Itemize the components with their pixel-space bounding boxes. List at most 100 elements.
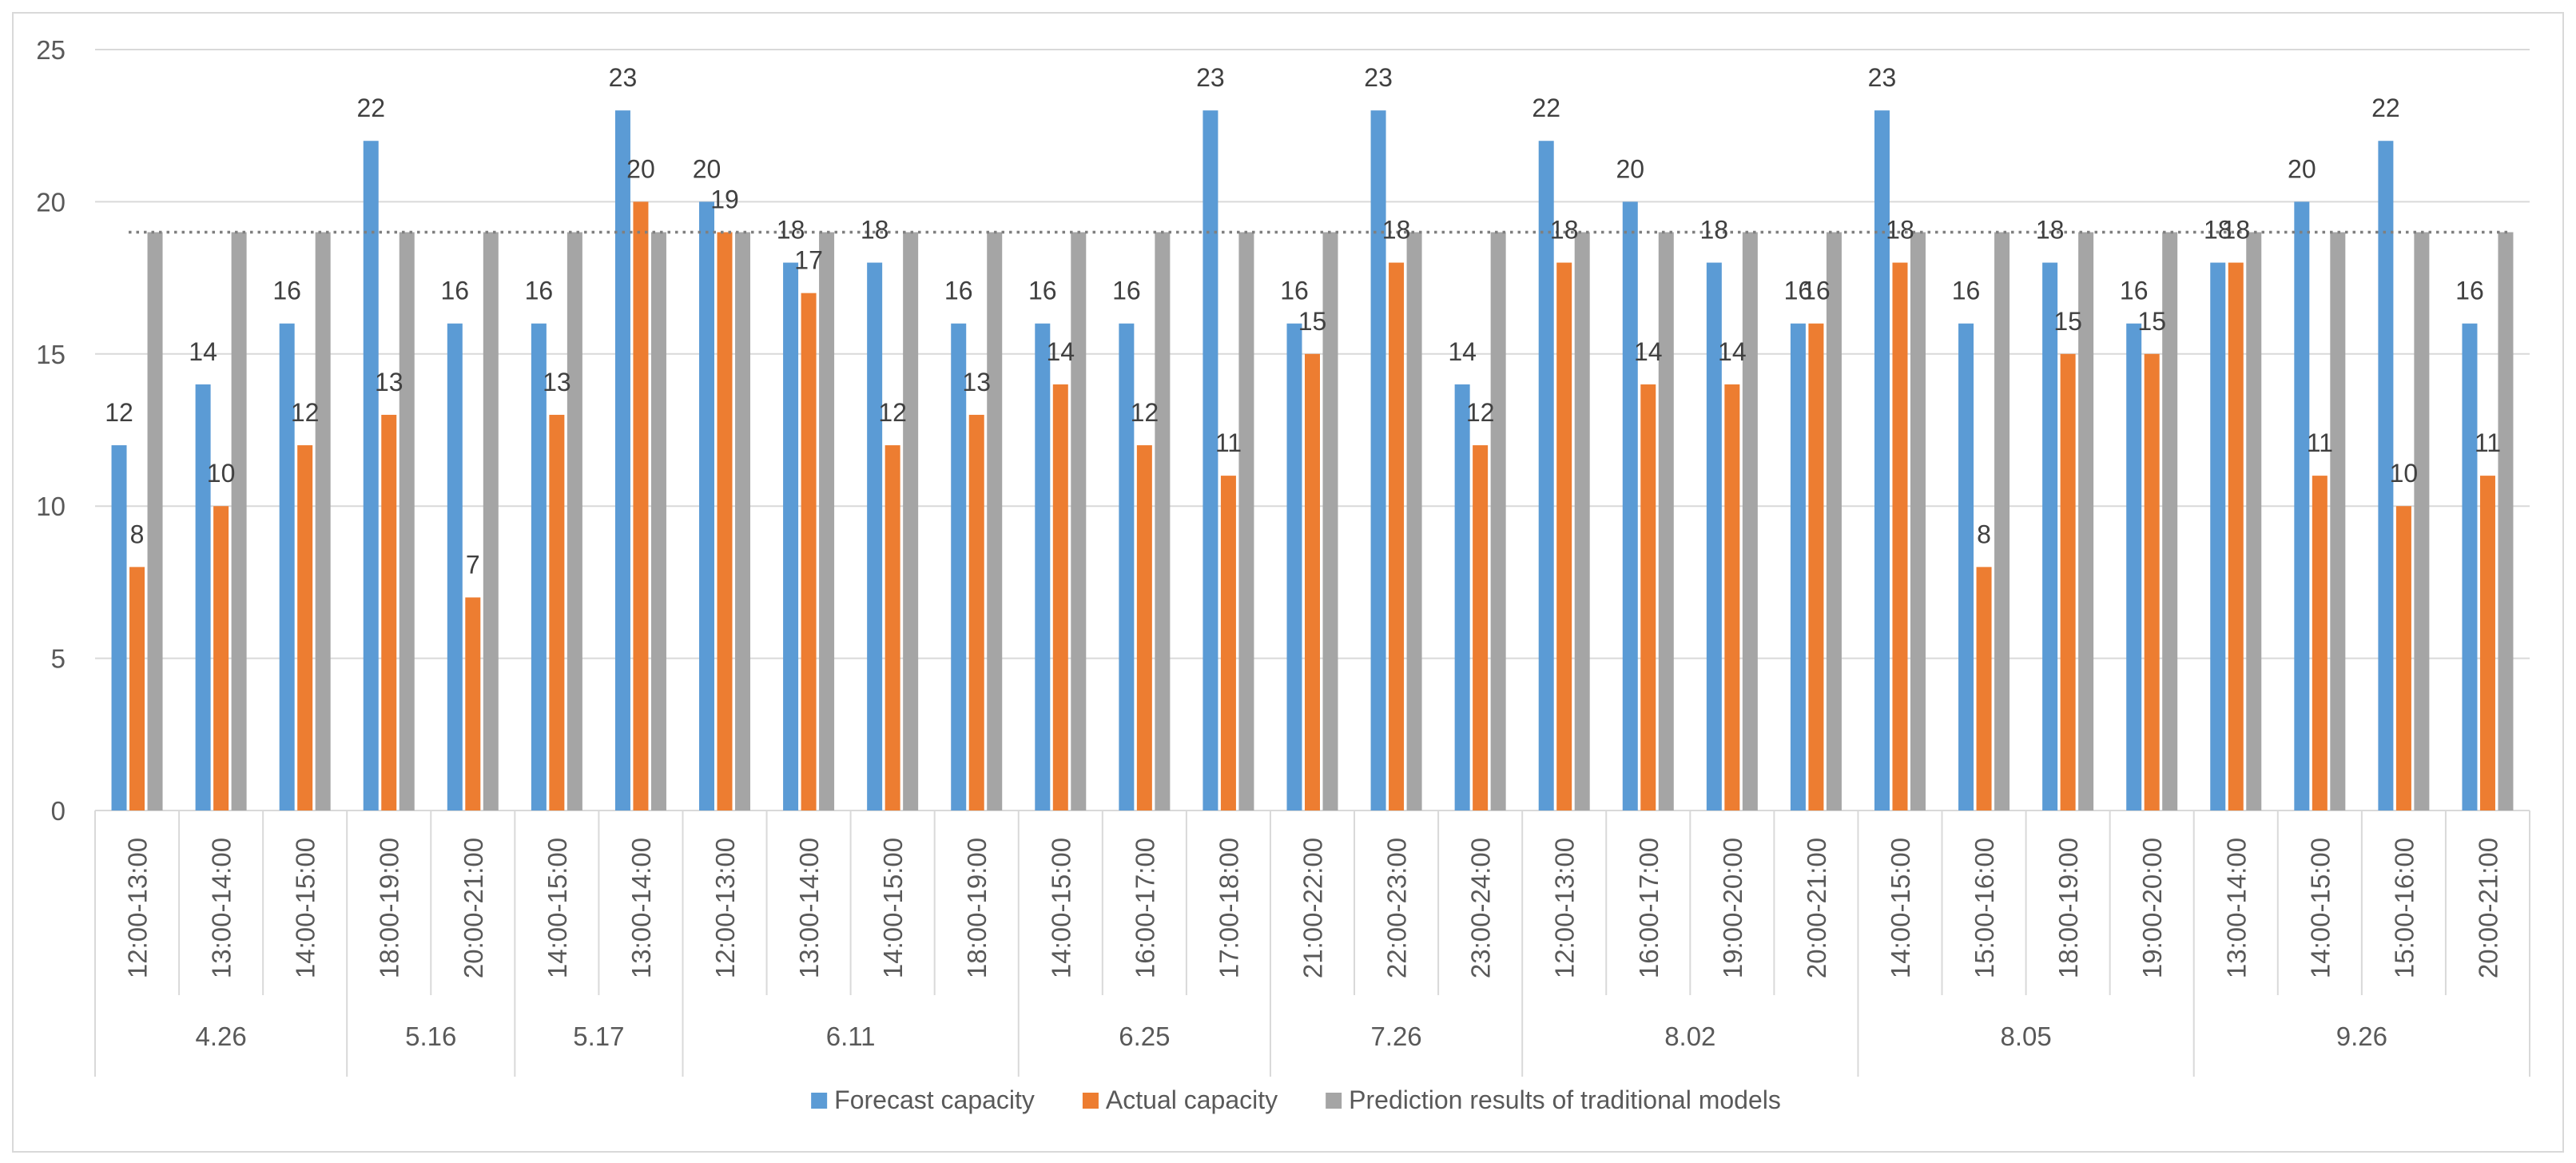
x-category-label: 12:00-13:00 <box>123 838 153 978</box>
actual-capacity-bar-12 <box>1052 384 1068 811</box>
x-group-label: 7.26 <box>1370 1022 1421 1051</box>
forecast-capacity-data-label-28: 22 <box>2371 94 2400 122</box>
y-tick-label: 5 <box>51 644 66 674</box>
actual-capacity-data-label-18: 18 <box>1550 216 1579 245</box>
x-category-label: 19:00-20:00 <box>1718 838 1747 978</box>
forecast-capacity-bar-5 <box>447 323 463 811</box>
actual-capacity-bar-4 <box>381 414 397 811</box>
x-category-label: 19:00-20:00 <box>2137 838 2167 978</box>
actual-capacity-bar-28 <box>2395 506 2411 811</box>
actual-capacity-data-label-14: 11 <box>1215 428 1242 457</box>
legend: Forecast capacity Actual capacity Predicti… <box>811 1085 1781 1114</box>
x-axis: 12:00-13:00 13:00-14:00 14:00-15:00 18:00-1… <box>94 811 2530 1077</box>
actual-capacity-bar-5 <box>465 597 481 811</box>
prediction-results-of-traditional-models-bar-10 <box>903 232 919 811</box>
prediction-results-of-traditional-models-bar-2 <box>231 232 247 811</box>
actual-capacity-bar-18 <box>1556 262 1572 811</box>
forecast-capacity-data-label-9: 18 <box>777 216 805 245</box>
actual-capacity-bar-6 <box>549 414 565 811</box>
forecast-capacity-bar-21 <box>1790 323 1806 811</box>
forecast-capacity-data-label-7: 23 <box>609 63 638 92</box>
forecast-capacity-data-label-10: 18 <box>861 216 889 245</box>
x-category-label: 17:00-18:00 <box>1214 838 1243 978</box>
actual-capacity-data-label-20: 14 <box>1718 337 1747 366</box>
y-tick-label: 10 <box>36 492 66 521</box>
prediction-results-of-traditional-models-bar-18 <box>1574 232 1590 811</box>
prediction-results-of-traditional-models-bar-11 <box>987 232 1003 811</box>
forecast-capacity-bar-24 <box>2042 262 2058 811</box>
x-group-label: 6.25 <box>1119 1022 1170 1051</box>
actual-capacity-data-label-10: 12 <box>878 398 907 427</box>
actual-capacity-data-label-8: 19 <box>710 185 739 213</box>
actual-capacity-bar-7 <box>633 201 649 811</box>
x-category-label: 14:00-15:00 <box>1046 838 1075 978</box>
actual-capacity-data-label-2: 10 <box>207 459 236 488</box>
forecast-capacity-bar-4 <box>363 141 379 811</box>
forecast-capacity-bar-6 <box>531 323 547 811</box>
forecast-capacity-data-label-19: 20 <box>1616 154 1644 183</box>
prediction-results-of-traditional-models-bar-24 <box>2078 232 2094 811</box>
actual-capacity-data-label-22: 18 <box>1886 216 1914 245</box>
prediction-results-of-traditional-models-bar-19 <box>1658 232 1674 811</box>
prediction-results-of-traditional-models-bar-12 <box>1071 232 1087 811</box>
actual-capacity-bar-14 <box>1220 476 1236 811</box>
forecast-capacity-data-label-26: 18 <box>2204 216 2232 245</box>
x-group-label: 8.02 <box>1664 1022 1715 1051</box>
prediction-results-of-traditional-models-bar-8 <box>735 232 751 811</box>
actual-capacity-data-label-12: 14 <box>1046 337 1075 366</box>
actual-capacity-data-label-9: 17 <box>794 246 823 275</box>
forecast-capacity-data-label-25: 16 <box>2120 277 2149 305</box>
actual-capacity-bar-26 <box>2228 262 2244 811</box>
actual-capacity-data-label-21: 16 <box>1802 277 1831 305</box>
x-category-label: 21:00-22:00 <box>1298 838 1328 978</box>
forecast-capacity-data-label-27: 20 <box>2288 154 2316 183</box>
actual-capacity-data-label-5: 7 <box>466 550 480 579</box>
actual-capacity-data-label-27: 11 <box>2307 428 2333 457</box>
x-category-label: 14:00-15:00 <box>291 838 320 978</box>
forecast-capacity-data-label-22: 23 <box>1868 63 1897 92</box>
actual-capacity-bar-27 <box>2312 476 2328 811</box>
forecast-capacity-bar-3 <box>279 323 295 811</box>
actual-capacity-data-label-16: 18 <box>1382 216 1411 245</box>
forecast-capacity-bar-17 <box>1454 384 1470 811</box>
legend-label: Forecast capacity <box>834 1085 1035 1114</box>
actual-capacity-bar-9 <box>801 293 817 811</box>
prediction-results-of-traditional-models-bar-1 <box>147 232 163 811</box>
actual-capacity-bar-19 <box>1640 384 1656 811</box>
forecast-capacity-data-label-11: 16 <box>944 277 973 305</box>
actual-capacity-bar-10 <box>885 445 900 811</box>
prediction-results-of-traditional-models-bar-28 <box>2414 232 2430 811</box>
prediction-results-of-traditional-models-bar-5 <box>483 232 499 811</box>
forecast-capacity-bar-1 <box>111 445 127 811</box>
x-group-label: 9.26 <box>2336 1022 2387 1051</box>
x-group-label: 5.17 <box>573 1022 624 1051</box>
forecast-capacity-data-label-29: 16 <box>2455 277 2484 305</box>
x-category-label: 16:00-17:00 <box>1130 838 1159 978</box>
x-category-label: 13:00-14:00 <box>207 838 237 978</box>
actual-capacity-data-label-6: 13 <box>543 368 571 396</box>
y-tick-label: 15 <box>36 340 66 369</box>
legend-swatch <box>811 1093 828 1109</box>
forecast-capacity-bar-26 <box>2210 262 2226 811</box>
actual-capacity-bar-2 <box>213 506 229 811</box>
forecast-capacity-data-label-15: 16 <box>1280 277 1309 305</box>
x-category-label: 16:00-17:00 <box>1634 838 1664 978</box>
legend-item-forecast-capacity: Forecast capacity <box>811 1085 1035 1114</box>
actual-capacity-bar-21 <box>1808 323 1824 811</box>
x-category-label: 15:00-16:00 <box>1970 838 1999 978</box>
legend-item-prediction-results-of-traditional-models: Prediction results of traditional models <box>1326 1085 1781 1114</box>
x-category-label: 14:00-15:00 <box>878 838 908 978</box>
actual-capacity-data-label-4: 13 <box>375 368 403 396</box>
x-category-label: 18:00-19:00 <box>2053 838 2083 978</box>
actual-capacity-bar-24 <box>2060 353 2076 811</box>
actual-capacity-data-label-1: 8 <box>130 520 145 548</box>
forecast-capacity-data-label-1: 12 <box>105 398 133 427</box>
bars <box>111 110 2514 811</box>
legend-swatch <box>1082 1093 1099 1109</box>
actual-capacity-bar-13 <box>1136 445 1152 811</box>
x-group-label: 8.05 <box>2000 1022 2051 1051</box>
forecast-capacity-bar-16 <box>1370 110 1386 811</box>
prediction-results-of-traditional-models-bar-27 <box>2330 232 2346 811</box>
x-category-label: 14:00-15:00 <box>2305 838 2335 978</box>
legend-label: Prediction results of traditional models <box>1349 1085 1781 1114</box>
